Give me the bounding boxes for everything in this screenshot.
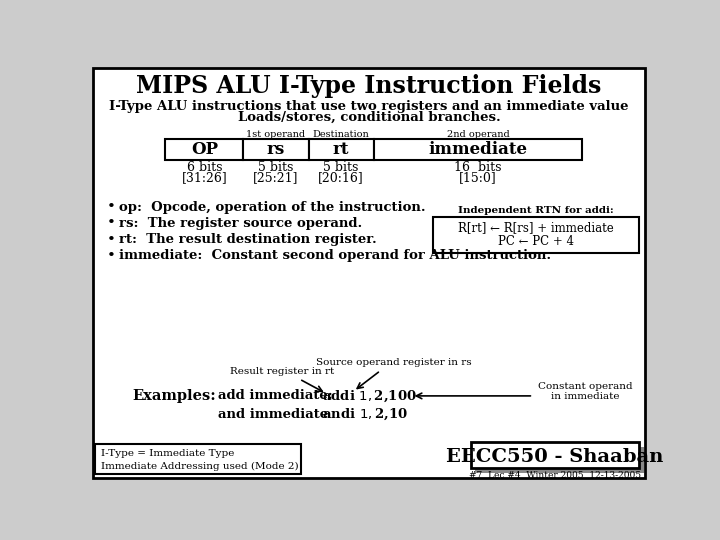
Bar <box>308 139 374 159</box>
Text: rt: rt <box>333 141 349 158</box>
Text: [31:26]: [31:26] <box>181 171 227 184</box>
Text: •: • <box>107 233 116 247</box>
Text: •: • <box>107 200 116 214</box>
Text: I-Type = Immediate Type: I-Type = Immediate Type <box>101 449 234 458</box>
Text: Examples:: Examples: <box>132 389 217 403</box>
Text: rs: rs <box>267 141 285 158</box>
Text: 5 bits: 5 bits <box>258 161 294 174</box>
Text: and immediate: and immediate <box>218 408 328 421</box>
Text: immediate: immediate <box>428 141 527 158</box>
Text: EECC550 - Shaaban: EECC550 - Shaaban <box>446 448 664 465</box>
Text: Independent RTN for addi:: Independent RTN for addi: <box>458 206 614 215</box>
Text: 6 bits: 6 bits <box>186 161 222 174</box>
Text: R[rt] ← R[rs] + immediate: R[rt] ← R[rs] + immediate <box>458 221 614 234</box>
Text: addi $1,$2,100: addi $1,$2,100 <box>323 388 418 403</box>
Text: 5 bits: 5 bits <box>323 161 359 174</box>
Text: PC ← PC + 4: PC ← PC + 4 <box>498 234 574 248</box>
Text: rs:  The register source operand.: rs: The register source operand. <box>120 217 363 230</box>
Text: [15:0]: [15:0] <box>459 171 497 184</box>
Bar <box>433 217 639 253</box>
Text: andi $1,$2,10: andi $1,$2,10 <box>323 407 408 422</box>
Text: add immediate:: add immediate: <box>218 389 333 402</box>
Bar <box>96 444 301 475</box>
Text: 16  bits: 16 bits <box>454 161 502 174</box>
Bar <box>165 139 243 159</box>
Text: 2nd operand: 2nd operand <box>446 130 509 139</box>
Text: Source operand register in rs: Source operand register in rs <box>316 357 472 367</box>
Text: MIPS ALU I-Type Instruction Fields: MIPS ALU I-Type Instruction Fields <box>136 75 602 98</box>
Text: [25:21]: [25:21] <box>253 171 299 184</box>
Bar <box>374 139 582 159</box>
Text: •: • <box>107 217 116 231</box>
Text: Destination: Destination <box>312 130 369 139</box>
Text: rt:  The result destination register.: rt: The result destination register. <box>120 233 377 246</box>
Text: Result register in rt: Result register in rt <box>230 367 334 376</box>
Bar <box>243 139 308 159</box>
Text: Immediate Addressing used (Mode 2): Immediate Addressing used (Mode 2) <box>101 461 299 470</box>
Text: OP: OP <box>191 141 217 158</box>
Text: immediate:  Constant second operand for ALU instruction.: immediate: Constant second operand for A… <box>120 249 552 262</box>
Text: 1st operand: 1st operand <box>246 130 305 139</box>
Text: #7  Lec #4  Winter 2005  12-13-2005: #7 Lec #4 Winter 2005 12-13-2005 <box>469 471 641 480</box>
Text: I-Type ALU instructions that use two registers and an immediate value: I-Type ALU instructions that use two reg… <box>109 100 629 113</box>
Bar <box>471 442 639 468</box>
Text: [20:16]: [20:16] <box>318 171 364 184</box>
Text: Constant operand
in immediate: Constant operand in immediate <box>538 382 633 401</box>
Text: •: • <box>107 249 116 263</box>
Text: op:  Opcode, operation of the instruction.: op: Opcode, operation of the instruction… <box>120 201 426 214</box>
Text: Loads/stores, conditional branches.: Loads/stores, conditional branches. <box>238 111 500 124</box>
Bar <box>475 447 644 473</box>
